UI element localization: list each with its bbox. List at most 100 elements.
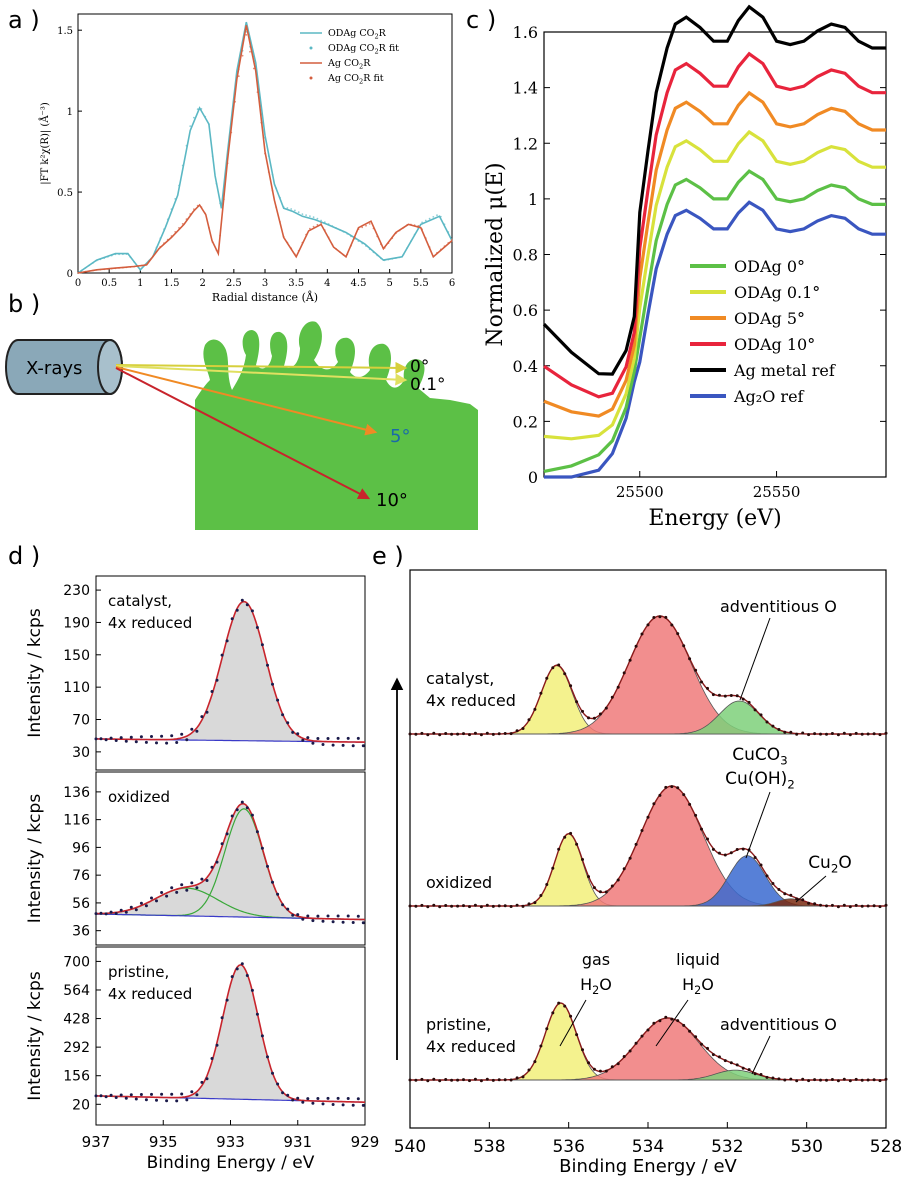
panel-d-data-point — [165, 741, 169, 745]
panel-c-y-tick-label: 0.6 — [513, 301, 538, 320]
panel-e-data-point — [503, 904, 507, 908]
panel-a-fit-point — [114, 253, 117, 256]
panel-a-fit-point — [211, 155, 214, 158]
panel-d-data-point — [240, 598, 244, 602]
panel-a-fit-point — [264, 152, 266, 155]
panel-e-data-point — [479, 905, 483, 909]
panel-a-x-tick-label: 0 — [75, 278, 81, 289]
panel-e-data-point — [670, 785, 674, 789]
panel-a-fit-point — [361, 242, 364, 245]
panel-e-data-point — [682, 793, 686, 797]
angle-label-10: 10° — [376, 490, 408, 511]
panel-e-data-point — [706, 1046, 709, 1050]
panel-d-data-point — [215, 1043, 219, 1047]
panel-e-data-point — [628, 658, 632, 662]
panel-a-fit-point — [410, 240, 412, 243]
panel-d-data-point — [165, 894, 169, 898]
panel-e-data-point — [592, 886, 596, 890]
panel-e-data-point — [569, 1014, 573, 1018]
panel-d-data-point — [225, 998, 229, 1002]
panel-a-fit-point — [178, 184, 180, 187]
panel-d-data-point — [336, 914, 340, 918]
panel-d-data-point — [175, 741, 179, 744]
panel-b-diagram: X-rays 0° 0.1° 5° 10° — [5, 321, 478, 530]
panel-d-data-point — [271, 880, 274, 884]
panel-e-data-point — [819, 1078, 822, 1082]
panel-a-fit-point — [335, 227, 337, 229]
panel-c-x-axis-label: Energy (eV) — [648, 506, 781, 531]
panel-a-fit-point — [443, 245, 446, 248]
panel-d-y-tick-label: 156 — [63, 1069, 90, 1085]
panel-a-fit-point — [118, 267, 120, 269]
panel-e-data-point — [503, 1078, 507, 1082]
panel-e-data-point — [652, 1021, 656, 1025]
panel-e-data-point — [819, 903, 822, 907]
panel-e-data-point — [795, 1079, 799, 1083]
panel-a-fit-point — [350, 244, 352, 247]
panel-a-fit-point — [376, 254, 379, 257]
panel-a-fit-point — [215, 249, 218, 251]
panel-a-fit-point — [346, 233, 349, 235]
panel-e-data-point — [813, 902, 817, 906]
panel-e-annotation-leader — [739, 617, 771, 701]
panel-c-y-axis-label: Normalized μ(E) — [483, 162, 508, 346]
panel-d-data-point — [190, 727, 194, 731]
panel-a-fit-point — [159, 237, 162, 240]
panel-e-annotation: H2​O — [580, 975, 612, 997]
panel-d-data-point — [316, 914, 320, 918]
panel-e-data-point — [878, 1079, 882, 1083]
panel-a-fit-point — [155, 246, 158, 249]
panel-e-data-point — [807, 901, 811, 905]
panel-e-data-point — [652, 802, 656, 806]
panel-d-data-point — [316, 1097, 320, 1100]
panel-a-fit-point — [290, 247, 293, 250]
panel-c-y-tick-label: 1.2 — [513, 134, 538, 153]
panel-a-fit-point — [189, 213, 192, 215]
panel-d-data-point — [150, 1092, 153, 1096]
panel-d-data-point — [94, 1094, 98, 1098]
panel-e-data-point — [753, 1072, 757, 1076]
panel-e-data-point — [646, 815, 650, 819]
panel-d-data-point — [220, 842, 224, 846]
panel-d-y-tick-label: 36 — [72, 924, 90, 940]
panel-a-fit-point — [95, 259, 98, 262]
panel-d-data-point — [346, 1097, 350, 1100]
panel-d-data-point — [341, 1103, 345, 1107]
panel-c-legend-label: Ag₂O ref — [733, 387, 805, 406]
panel-e-data-point — [450, 904, 454, 908]
panel-d-data-point — [170, 1092, 174, 1096]
panel-a-fit-point — [84, 270, 87, 273]
panel-e-data-point — [872, 1078, 876, 1082]
panel-d-data-point — [260, 846, 264, 850]
panel-e-data-point — [771, 1076, 775, 1080]
panel-a-fit-point — [140, 264, 143, 267]
panel-e-data-point — [545, 883, 549, 886]
panel-a-fit-point — [338, 229, 341, 231]
panel-e-data-point — [587, 716, 590, 720]
panel-d-x-tick-label: 929 — [351, 1133, 380, 1151]
panel-e-data-point — [801, 731, 805, 735]
panel-a-fit-point — [365, 224, 367, 227]
panel-a-fit-point — [275, 206, 278, 209]
panel-e-data-point — [711, 1053, 715, 1057]
panel-e-data-point — [462, 904, 465, 908]
panel-a-legend-swatch — [309, 46, 313, 50]
panel-e-data-point — [759, 863, 763, 867]
panel-a-fit-point — [410, 223, 412, 226]
panel-e-annotation: adventitious O — [720, 1015, 837, 1034]
panel-e-data-point — [676, 632, 680, 636]
panel-a-fit-point — [125, 253, 128, 256]
panel-e-data-point — [610, 695, 614, 699]
panel-d-data-point — [286, 721, 290, 725]
panel-e-x-tick-label: 534 — [632, 1137, 664, 1157]
panel-d-y-tick-label: 136 — [63, 785, 90, 801]
panel-d-data-point — [240, 962, 244, 966]
panel-a-fit-point — [439, 248, 442, 251]
panel-d-data-point — [326, 1096, 330, 1100]
panel-a-fit-point — [368, 223, 371, 225]
panel-a-fit-point — [174, 231, 177, 233]
panel-a-fit-point — [122, 266, 124, 269]
panel-a-fit-point — [252, 67, 255, 70]
panel-a-fit-point — [279, 221, 281, 223]
panel-a-fit-point — [256, 91, 259, 93]
